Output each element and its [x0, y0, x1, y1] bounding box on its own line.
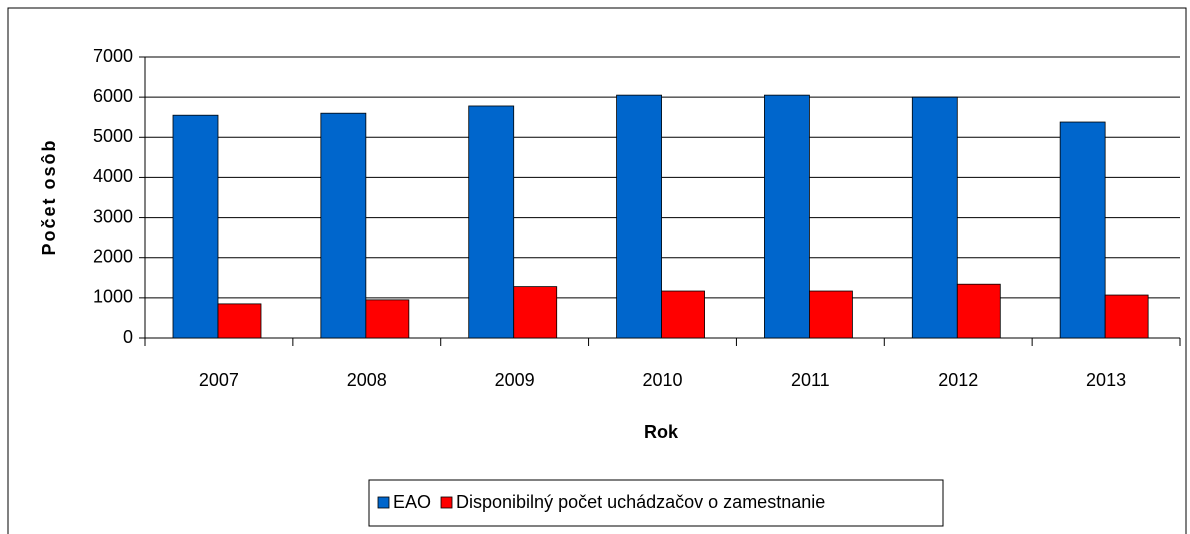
- bar: [172, 114, 219, 339]
- y-tick-label: 7000: [93, 46, 133, 66]
- bar: [661, 290, 705, 339]
- legend-label: Disponibilný počet uchádzačov o zamestna…: [456, 492, 825, 512]
- bar: [1059, 121, 1106, 339]
- bar: [809, 290, 853, 339]
- x-axis-label: Rok: [644, 422, 679, 442]
- y-tick-label: 1000: [93, 287, 133, 307]
- chart-frame: [7, 7, 1187, 534]
- bar: [217, 303, 262, 339]
- y-tick-label: 2000: [93, 246, 133, 266]
- x-tick-label: 2013: [1086, 370, 1126, 390]
- y-axis-label: Počet osôb: [39, 138, 59, 255]
- x-tick-label: 2009: [495, 370, 535, 390]
- bar: [513, 286, 558, 339]
- bar: [468, 105, 515, 339]
- x-tick-label: 2007: [199, 370, 239, 390]
- y-tick-label: 5000: [93, 126, 133, 146]
- bar: [320, 112, 367, 339]
- y-tick-label: 3000: [93, 206, 133, 226]
- legend-swatch: [377, 496, 390, 509]
- legend-swatch: [440, 496, 453, 509]
- y-tick-label: 6000: [93, 86, 133, 106]
- y-tick-label: 0: [123, 327, 133, 347]
- legend-label: EAO: [393, 492, 431, 512]
- bar: [911, 96, 958, 339]
- y-tick-label: 4000: [93, 166, 133, 186]
- x-tick-label: 2011: [791, 370, 830, 390]
- bar: [365, 299, 410, 339]
- legend-box: [368, 479, 944, 527]
- x-tick-label: 2010: [642, 370, 682, 390]
- x-tick-label: 2008: [347, 370, 387, 390]
- bar: [764, 94, 810, 339]
- bar: [1104, 294, 1149, 339]
- bar: [956, 283, 1001, 339]
- bar: [616, 94, 662, 339]
- x-tick-label: 2012: [938, 370, 978, 390]
